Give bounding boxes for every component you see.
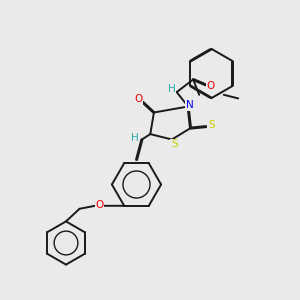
Text: H: H xyxy=(168,84,176,94)
Text: S: S xyxy=(171,139,178,149)
Text: O: O xyxy=(95,200,103,210)
Text: N: N xyxy=(186,100,194,110)
Text: S: S xyxy=(208,120,215,130)
Text: O: O xyxy=(207,81,215,91)
Text: O: O xyxy=(134,94,142,104)
Text: H: H xyxy=(131,133,139,143)
